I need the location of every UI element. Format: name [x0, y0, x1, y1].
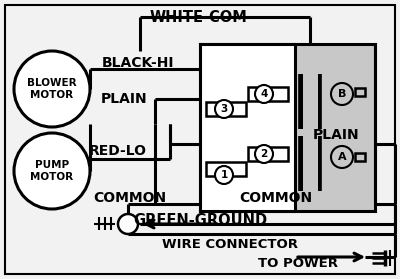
Circle shape: [215, 166, 233, 184]
Text: PLAIN: PLAIN: [313, 128, 359, 142]
Text: 2: 2: [260, 149, 268, 159]
Circle shape: [14, 133, 90, 209]
Bar: [248, 147, 288, 161]
Text: COMMON: COMMON: [240, 191, 312, 205]
Circle shape: [255, 145, 273, 163]
Text: B: B: [338, 89, 346, 99]
Bar: [206, 102, 246, 116]
Text: 1: 1: [220, 170, 228, 180]
Circle shape: [118, 214, 138, 234]
Bar: [206, 162, 246, 176]
Text: PLAIN: PLAIN: [101, 92, 147, 106]
Text: WIRE CONNECTOR: WIRE CONNECTOR: [162, 238, 298, 251]
Text: WHITE-COM: WHITE-COM: [149, 10, 247, 25]
Text: RED-LO: RED-LO: [89, 144, 147, 158]
Text: A: A: [338, 152, 346, 162]
Bar: [248, 87, 288, 101]
Circle shape: [331, 146, 353, 168]
Bar: [355, 88, 365, 96]
Text: TO POWER: TO POWER: [258, 257, 338, 270]
Circle shape: [215, 100, 233, 118]
Bar: [200, 44, 295, 211]
Text: BLACK-HI: BLACK-HI: [102, 56, 174, 70]
Bar: [355, 153, 365, 161]
Bar: [200, 44, 375, 211]
Text: GREEN-GROUND: GREEN-GROUND: [133, 213, 267, 228]
Text: 4: 4: [260, 89, 268, 99]
Bar: [303, 136, 318, 191]
Text: COMMON: COMMON: [94, 191, 166, 205]
Text: PUMP
MOTOR: PUMP MOTOR: [30, 160, 74, 182]
Circle shape: [255, 85, 273, 103]
Circle shape: [331, 83, 353, 105]
Bar: [303, 74, 318, 129]
Text: BLOWER
MOTOR: BLOWER MOTOR: [27, 78, 77, 100]
Text: 3: 3: [220, 104, 228, 114]
Circle shape: [14, 51, 90, 127]
